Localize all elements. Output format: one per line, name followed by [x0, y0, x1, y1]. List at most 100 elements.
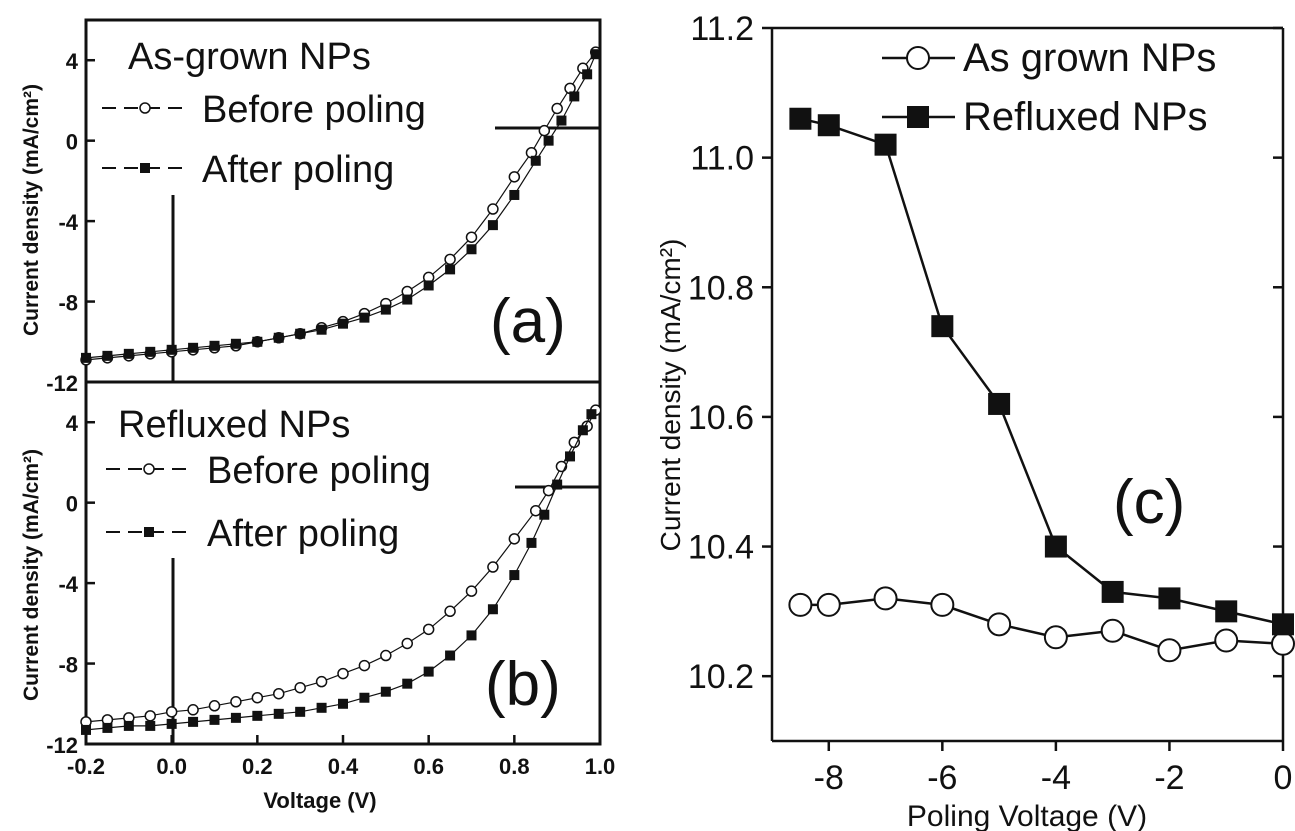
data-point-filled-square	[166, 344, 177, 355]
data-point-open-circle	[930, 592, 955, 617]
data-point-filled-square	[402, 294, 413, 305]
data-point-open-circle	[568, 436, 581, 449]
data-point-filled-square	[295, 328, 306, 339]
data-point-filled-square	[252, 710, 263, 721]
data-point-open-circle	[1214, 628, 1239, 653]
y-tick-label: 0	[66, 130, 78, 155]
x-tick-label: 0.0	[156, 754, 187, 779]
data-point-filled-square	[445, 264, 456, 275]
legend-entry-before-a: Before poling	[102, 89, 426, 131]
data-point-open-circle	[444, 253, 456, 266]
legend-label-refluxed-c: Refluxed NPs	[963, 95, 1208, 139]
x-axis-label-b: Voltage (V)	[263, 788, 376, 813]
data-point-filled-square	[539, 509, 550, 520]
x-tick-label: -8	[814, 759, 844, 797]
data-point-filled-square	[230, 338, 241, 349]
x-tick-label: -6	[927, 759, 957, 797]
data-point-open-circle	[444, 605, 456, 618]
data-point-filled-square	[1101, 580, 1124, 603]
data-point-filled-square	[509, 570, 520, 581]
panel-c: 11.2 11.0 10.8 10.6 10.4 10.2 -8 -6 -4 -2 0 As gr…	[655, 10, 1295, 831]
data-point-open-circle	[251, 691, 264, 704]
data-point-filled-square	[565, 451, 576, 462]
legend-title-b: Refluxed NPs	[118, 404, 350, 446]
x-tick-label: 0.6	[413, 754, 444, 779]
data-point-open-circle	[465, 585, 478, 597]
y-ticks-a: 4 0 -4 -8 -12	[46, 49, 95, 396]
x-ticks-b: -0.2 0.0 0.2 0.4 0.6 0.8 1.0	[67, 735, 615, 779]
data-point-open-circle	[315, 675, 328, 688]
y-tick-label: 10.4	[688, 529, 754, 567]
y-tick-label: -12	[46, 733, 78, 758]
legend-entry-after-a: After poling	[102, 149, 394, 191]
y-tick-label: 10.2	[688, 658, 754, 696]
series-line	[800, 117, 1284, 626]
data-point-filled-square	[188, 716, 199, 727]
data-point-open-circle	[1043, 625, 1068, 650]
data-point-open-circle	[273, 687, 285, 700]
series-line	[800, 597, 1284, 652]
data-point-open-circle	[873, 586, 898, 611]
data-point-filled-square	[273, 708, 284, 719]
data-point-filled-square	[338, 318, 348, 329]
y-ticks-c: 11.2 11.0 10.8 10.6 10.4 10.2	[688, 10, 1283, 696]
data-point-filled-square	[487, 604, 498, 615]
data-point-open-circle	[508, 171, 521, 183]
series-group-b	[80, 404, 602, 735]
data-point-filled-square	[359, 692, 370, 703]
legend-entry-before-b: Before poling	[106, 450, 431, 492]
y-tick-label: -4	[58, 210, 78, 235]
y-tick-label: 10.6	[688, 399, 754, 437]
legend-marker-open-circle	[906, 46, 930, 70]
data-point-open-circle	[816, 592, 841, 617]
data-point-filled-square	[586, 409, 597, 420]
data-point-open-circle	[294, 681, 306, 694]
data-point-filled-square	[988, 392, 1011, 415]
y-tick-label: 11.0	[690, 140, 754, 178]
data-point-filled-square	[123, 720, 134, 731]
data-point-filled-square	[359, 312, 370, 323]
data-point-open-circle	[380, 649, 392, 662]
data-point-filled-square	[230, 712, 241, 723]
data-point-open-circle	[1157, 638, 1182, 663]
data-point-open-circle	[422, 623, 435, 636]
data-point-filled-square	[526, 537, 537, 548]
data-point-filled-square	[1272, 613, 1294, 636]
data-point-filled-square	[423, 280, 434, 291]
data-point-open-circle	[508, 533, 521, 545]
y-tick-label: 0	[66, 492, 78, 517]
data-point-filled-square	[487, 220, 498, 231]
legend-entry-asgrown-c: As grown NPs	[882, 36, 1216, 80]
data-point-filled-square	[316, 324, 327, 335]
data-point-filled-square	[509, 189, 520, 200]
data-point-filled-square	[466, 630, 477, 641]
data-point-filled-square	[931, 315, 954, 338]
x-tick-label: -2	[1154, 759, 1184, 797]
data-point-filled-square	[1215, 600, 1238, 623]
y-ticks-b: 4 0 -4 -8 -12	[46, 411, 95, 758]
data-point-filled-square	[423, 666, 434, 677]
data-point-filled-square	[81, 352, 91, 363]
data-point-open-circle	[337, 667, 349, 680]
panel-label-b: (b)	[485, 650, 561, 719]
data-point-filled-square	[102, 350, 113, 361]
data-point-filled-square	[145, 720, 156, 731]
data-point-open-circle	[358, 659, 371, 672]
data-point-filled-square	[577, 425, 588, 436]
data-point-open-circle	[165, 706, 178, 718]
data-point-filled-square	[338, 698, 348, 709]
data-point-filled-square	[466, 244, 477, 255]
data-point-filled-square	[380, 304, 391, 315]
data-point-open-circle	[230, 696, 242, 708]
x-tick-label: 0.2	[242, 754, 273, 779]
legend-marker-open-circle	[139, 102, 151, 114]
data-point-filled-square	[145, 346, 156, 357]
x-tick-label: 0.4	[328, 754, 359, 779]
series-group-c	[788, 107, 1295, 663]
panel-label-c: (c)	[1113, 468, 1185, 537]
legend-entry-refluxed-c: Refluxed NPs	[882, 95, 1208, 139]
data-point-open-circle	[542, 484, 555, 497]
data-point-filled-square	[789, 107, 812, 130]
x-tick-label: -0.2	[67, 754, 105, 779]
